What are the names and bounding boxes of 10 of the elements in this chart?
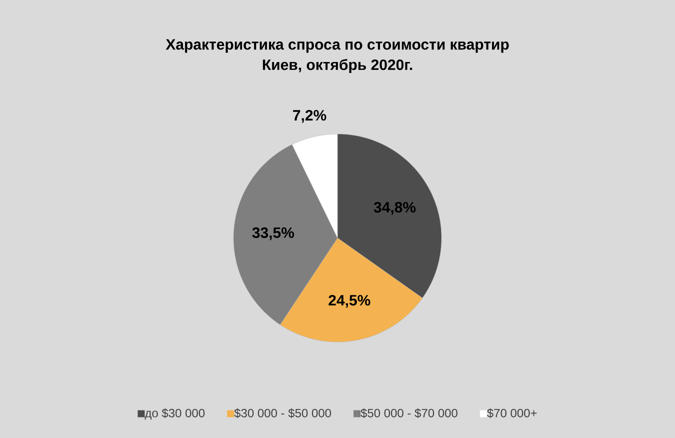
data-label: 34,8% <box>374 202 416 215</box>
legend-label: $70 000+ <box>487 408 537 418</box>
chart-title: Характеристика спроса по стоимости квартир <box>166 39 509 53</box>
legend-label: до $30 000 <box>144 408 205 420</box>
legend-label: $50 000 - $70 000 <box>360 408 458 418</box>
data-label: 33,5% <box>252 227 294 240</box>
legend-label: $30 000 - $50 000 <box>234 408 332 418</box>
data-label: 7,2% <box>293 110 326 123</box>
data-label: 24,5% <box>328 294 370 308</box>
chart-subtitle: Киев, октябрь 2020г. <box>262 58 412 74</box>
